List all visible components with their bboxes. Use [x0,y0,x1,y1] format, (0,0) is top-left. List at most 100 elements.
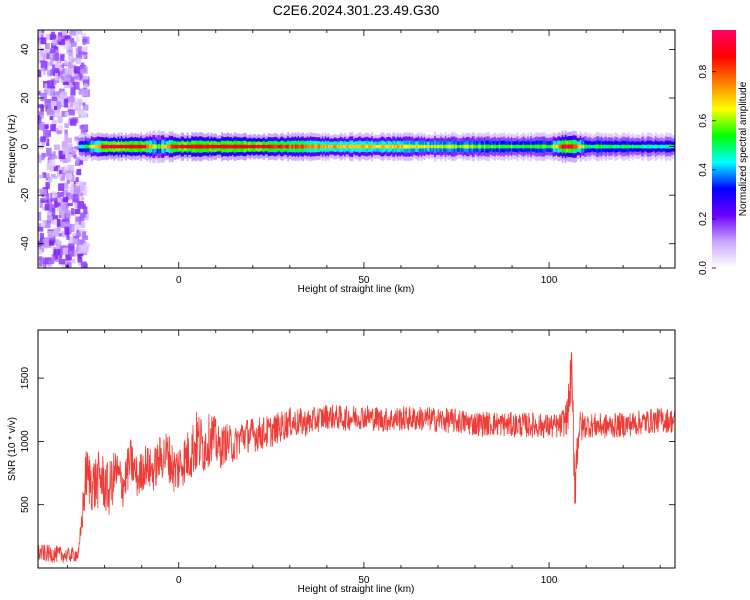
band-cell [116,141,119,146]
band-cell [288,144,291,149]
band-cell [354,155,357,160]
band-cell [314,133,317,138]
band-cell [456,134,459,139]
band-cell [183,141,186,146]
band-cell [543,136,546,141]
noise-cell [62,189,69,196]
band-cell [228,133,231,138]
band-cell [182,152,185,157]
band-cell [195,144,198,149]
band-cell [246,138,249,143]
band-cell [381,152,384,158]
band-cell [462,140,465,145]
band-cell [423,140,426,145]
band-cell [578,134,581,139]
band-cell [86,141,89,146]
band-cell [372,135,375,140]
band-cell [132,144,135,149]
noise-cell [53,46,59,52]
band-cell [555,148,558,153]
band-cell [122,154,125,158]
band-cell [440,152,443,157]
band-cell [635,151,638,156]
band-cell [140,136,143,141]
band-cell [443,154,446,159]
band-cell [437,141,440,146]
band-cell [615,156,618,161]
band-cell [602,151,605,156]
band-cell [504,134,507,139]
noise-cell [58,183,65,191]
band-cell [233,132,236,138]
band-cell [135,137,138,142]
noise-cell [66,203,73,207]
band-cell [428,144,431,149]
band-cell [341,133,344,138]
band-cell [414,134,417,139]
band-cell [255,138,258,143]
band-cell [432,138,435,142]
band-cell [359,148,362,154]
band-cell [663,148,666,152]
band-cell [225,152,228,157]
noise-cell [63,40,70,50]
band-cell [614,152,617,158]
band-cell [246,144,249,149]
band-cell [476,152,479,157]
band-cell [224,152,227,157]
band-cell [87,155,90,160]
band-cell [314,148,317,153]
band-cell [374,144,377,149]
band-cell [116,151,119,155]
band-cell [366,148,369,153]
band-cell [444,132,447,137]
band-cell [480,140,483,145]
band-cell [267,152,270,157]
band-cell [356,144,359,149]
band-cell [491,137,494,142]
band-cell [123,138,126,142]
noise-cell [72,238,79,244]
band-cell [224,137,227,142]
band-cell [521,137,524,142]
band-cell [111,144,114,149]
band-cell [495,148,498,152]
band-cell [84,132,87,137]
noise-cell [81,236,86,243]
band-cell [350,132,353,137]
band-cell [524,141,527,146]
band-cell [144,152,147,156]
band-cell [203,144,206,149]
band-cell [477,156,480,161]
band-cell [281,148,284,153]
band-cell [281,152,284,157]
band-cell [291,156,294,161]
band-cell [305,133,308,138]
band-cell [392,148,395,153]
band-cell [399,152,402,157]
band-cell [387,136,390,142]
band-cell [263,140,266,145]
band-cell [216,148,219,152]
band-cell [663,134,666,139]
band-cell [323,135,326,139]
band-cell [429,135,432,140]
band-cell [197,148,200,153]
band-cell [377,141,380,146]
band-cell [240,155,243,160]
band-cell [519,148,522,152]
noise-cell [57,35,62,42]
band-cell [539,152,542,157]
band-cell [183,144,186,149]
band-cell [318,133,321,138]
band-cell [165,144,168,149]
band-cell [177,155,180,160]
band-cell [152,130,155,136]
band-cell [435,134,438,139]
band-cell [219,135,222,139]
band-cell [560,133,563,138]
band-cell [473,156,476,162]
band-cell [200,148,203,154]
band-cell [222,137,225,142]
band-cell [551,151,554,156]
